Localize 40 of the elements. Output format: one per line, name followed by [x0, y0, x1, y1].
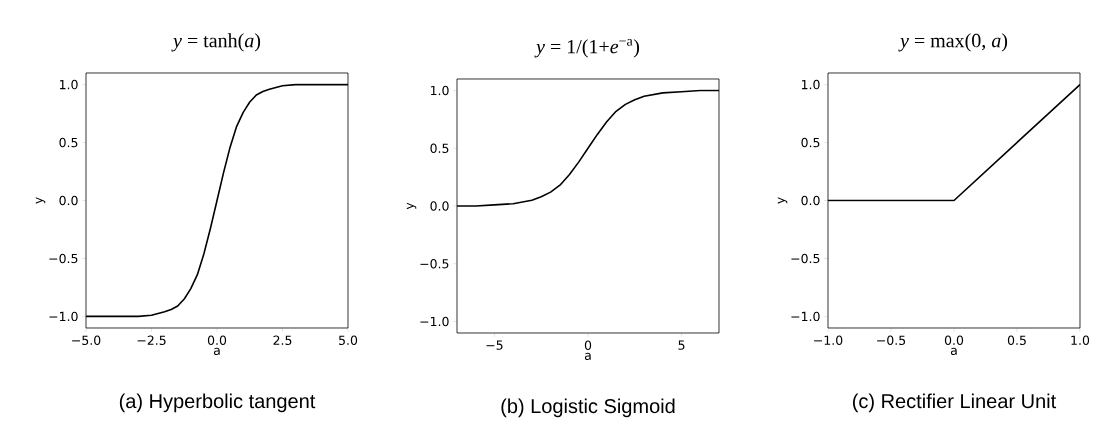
y-tick-label: 1.0 — [59, 79, 78, 90]
chart-title: y = tanh(a) — [171, 33, 261, 52]
x-tick-label: 0.0 — [944, 335, 964, 345]
y-tick-label: −0.5 — [49, 253, 78, 264]
text: (c) Rectifier Linear Unit — [852, 393, 1057, 413]
x-tick-label: 1.0 — [1071, 335, 1090, 345]
x-tick-label: −2.5 — [137, 335, 166, 345]
x-tick-label: 0 — [584, 340, 592, 350]
y-tick-label: 0.5 — [59, 137, 78, 148]
x-tick-label: 0.5 — [1007, 335, 1026, 345]
x-axis-title: a — [584, 352, 591, 361]
y-tick-label: 0.0 — [430, 201, 449, 211]
x-tick-label: −0.5 — [877, 335, 906, 345]
text: (b) Logistic Sigmoid — [501, 398, 675, 418]
chart-title: y = 1/(1+e$^{−a}$) — [534, 39, 640, 58]
y-tick-label: −1.0 — [791, 311, 820, 322]
y-axis-title: y — [777, 197, 788, 204]
y-tick-label: −0.5 — [420, 258, 449, 269]
x-tick-label: 5 — [678, 340, 685, 350]
chart-title: y = max(0, a) — [898, 33, 1008, 52]
x-tick-label: 2.5 — [273, 335, 292, 345]
x-axis-title: a — [950, 347, 957, 356]
x-tick-label: 5.0 — [339, 335, 358, 345]
x-tick-label: −1.0 — [814, 335, 843, 345]
y-tick-label: 0.5 — [801, 137, 820, 148]
y-axis-title: y — [406, 202, 417, 210]
y-tick-label: 1.0 — [430, 85, 449, 96]
y-tick-label: 0.5 — [430, 143, 449, 153]
y-tick-label: −0.5 — [791, 253, 820, 264]
y-tick-label: 0.0 — [801, 195, 820, 206]
x-tick-label: 0.0 — [207, 335, 227, 345]
text: (a) Hyperbolic tangent — [119, 393, 316, 413]
y-axis-title: y — [35, 197, 46, 204]
y-tick-label: 1.0 — [801, 79, 820, 90]
x-axis-title: a — [213, 347, 220, 356]
x-tick-label: −5 — [486, 340, 503, 350]
y-tick-label: −1.0 — [49, 311, 78, 322]
y-tick-label: −1.0 — [420, 316, 449, 327]
x-tick-label: −5.0 — [72, 335, 101, 345]
y-tick-label: 0.0 — [59, 195, 78, 206]
